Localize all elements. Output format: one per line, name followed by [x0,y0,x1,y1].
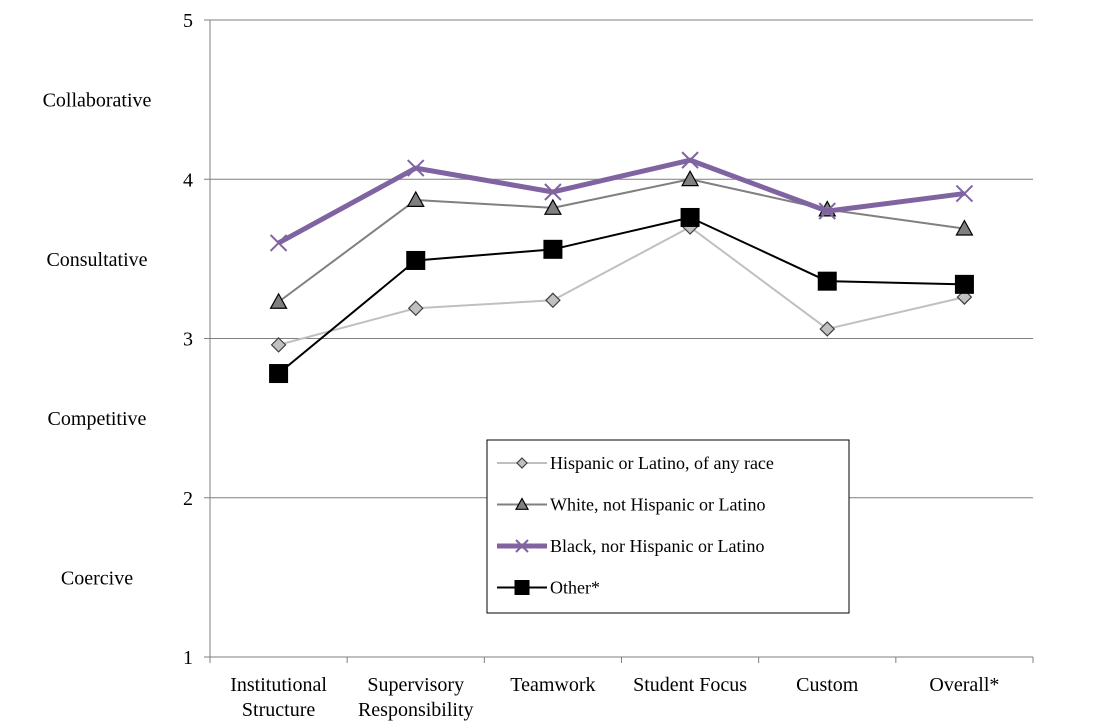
band-labels: Collaborative Consultative Competitive Coer… [43,90,152,590]
data-point-diamond [407,300,424,317]
data-point-triangle [543,198,562,215]
axes [204,19,1034,663]
data-point-diamond [819,321,836,337]
data-point-x [955,184,974,203]
data-point-square [817,271,837,291]
data-point-x-stroke [681,151,699,169]
data-point-diamond [270,337,287,353]
data-point-triangle [406,190,425,207]
legend-label: Other* [550,578,600,598]
series-line [278,226,965,346]
legend-entry: Hispanic or Latino, of any race [497,453,774,473]
gridlines [210,19,1033,499]
data-point-x [818,202,836,220]
legend-label: White, not Hispanic or Latino [550,495,765,515]
data-point-x [269,234,288,252]
data-point-square [269,364,289,384]
data-point-square [954,274,974,294]
y-tick-label: 2 [183,488,193,510]
data-point-square [514,580,530,595]
legend-entry: White, not Hispanic or Latino [497,495,765,515]
x-tick-label: Overall* [929,674,999,696]
legend-box [486,439,850,614]
data-point-diamond [545,292,561,309]
series [269,207,974,384]
x-tick-label: Custom [796,674,859,696]
legend: Hispanic or Latino, of any race White, no… [486,439,850,614]
data-point-triangle [681,170,700,187]
data-point-square [680,207,700,227]
data-point-diamond [516,457,528,469]
x-tick-label: Structure [242,699,315,721]
data-point-x-stroke [955,184,974,203]
data-point-x [681,151,699,169]
x-tick-label: Institutional [230,674,327,696]
series-group [269,151,974,384]
band-label: Coercive [61,567,133,589]
band-label: Competitive [48,408,147,430]
data-point-triangle [514,497,530,510]
data-point-x-stroke [544,183,562,201]
data-point-x-stroke [515,539,529,553]
y-tick-label: 1 [183,647,193,669]
x-tick-label: Student Focus [633,674,747,696]
series-line [277,178,965,303]
data-point-x [544,183,562,201]
x-tick-label: Responsibility [358,699,474,721]
x-axis-ticks: Institutional Structure Supervisory Respons… [230,674,999,721]
series [270,219,973,353]
data-point-square [543,239,563,259]
series-line [277,157,965,246]
data-point-x-stroke [818,202,836,220]
series-line [277,216,965,375]
data-point-x-stroke [269,234,288,252]
x-tick-label: Supervisory [367,674,464,696]
series [269,151,974,252]
y-tick-label: 4 [183,169,193,191]
legend-label: Hispanic or Latino, of any race [550,453,774,473]
data-point-x [407,159,425,177]
data-point-triangle [269,292,288,309]
legend-label: Black, nor Hispanic or Latino [550,536,764,556]
y-tick-label: 3 [183,329,193,351]
data-point-x [515,539,529,553]
y-axis-ticks: 1 2 3 4 5 [183,10,193,669]
band-label: Collaborative [43,90,152,112]
legend-entry: Other* [497,578,600,598]
data-point-square [406,250,426,270]
legend-entry: Black, nor Hispanic or Latino [497,536,764,556]
data-point-triangle [955,219,974,236]
x-tick-label: Teamwork [510,674,595,696]
band-label: Consultative [46,249,147,271]
data-point-x-stroke [407,159,425,177]
y-tick-label: 5 [183,10,193,32]
